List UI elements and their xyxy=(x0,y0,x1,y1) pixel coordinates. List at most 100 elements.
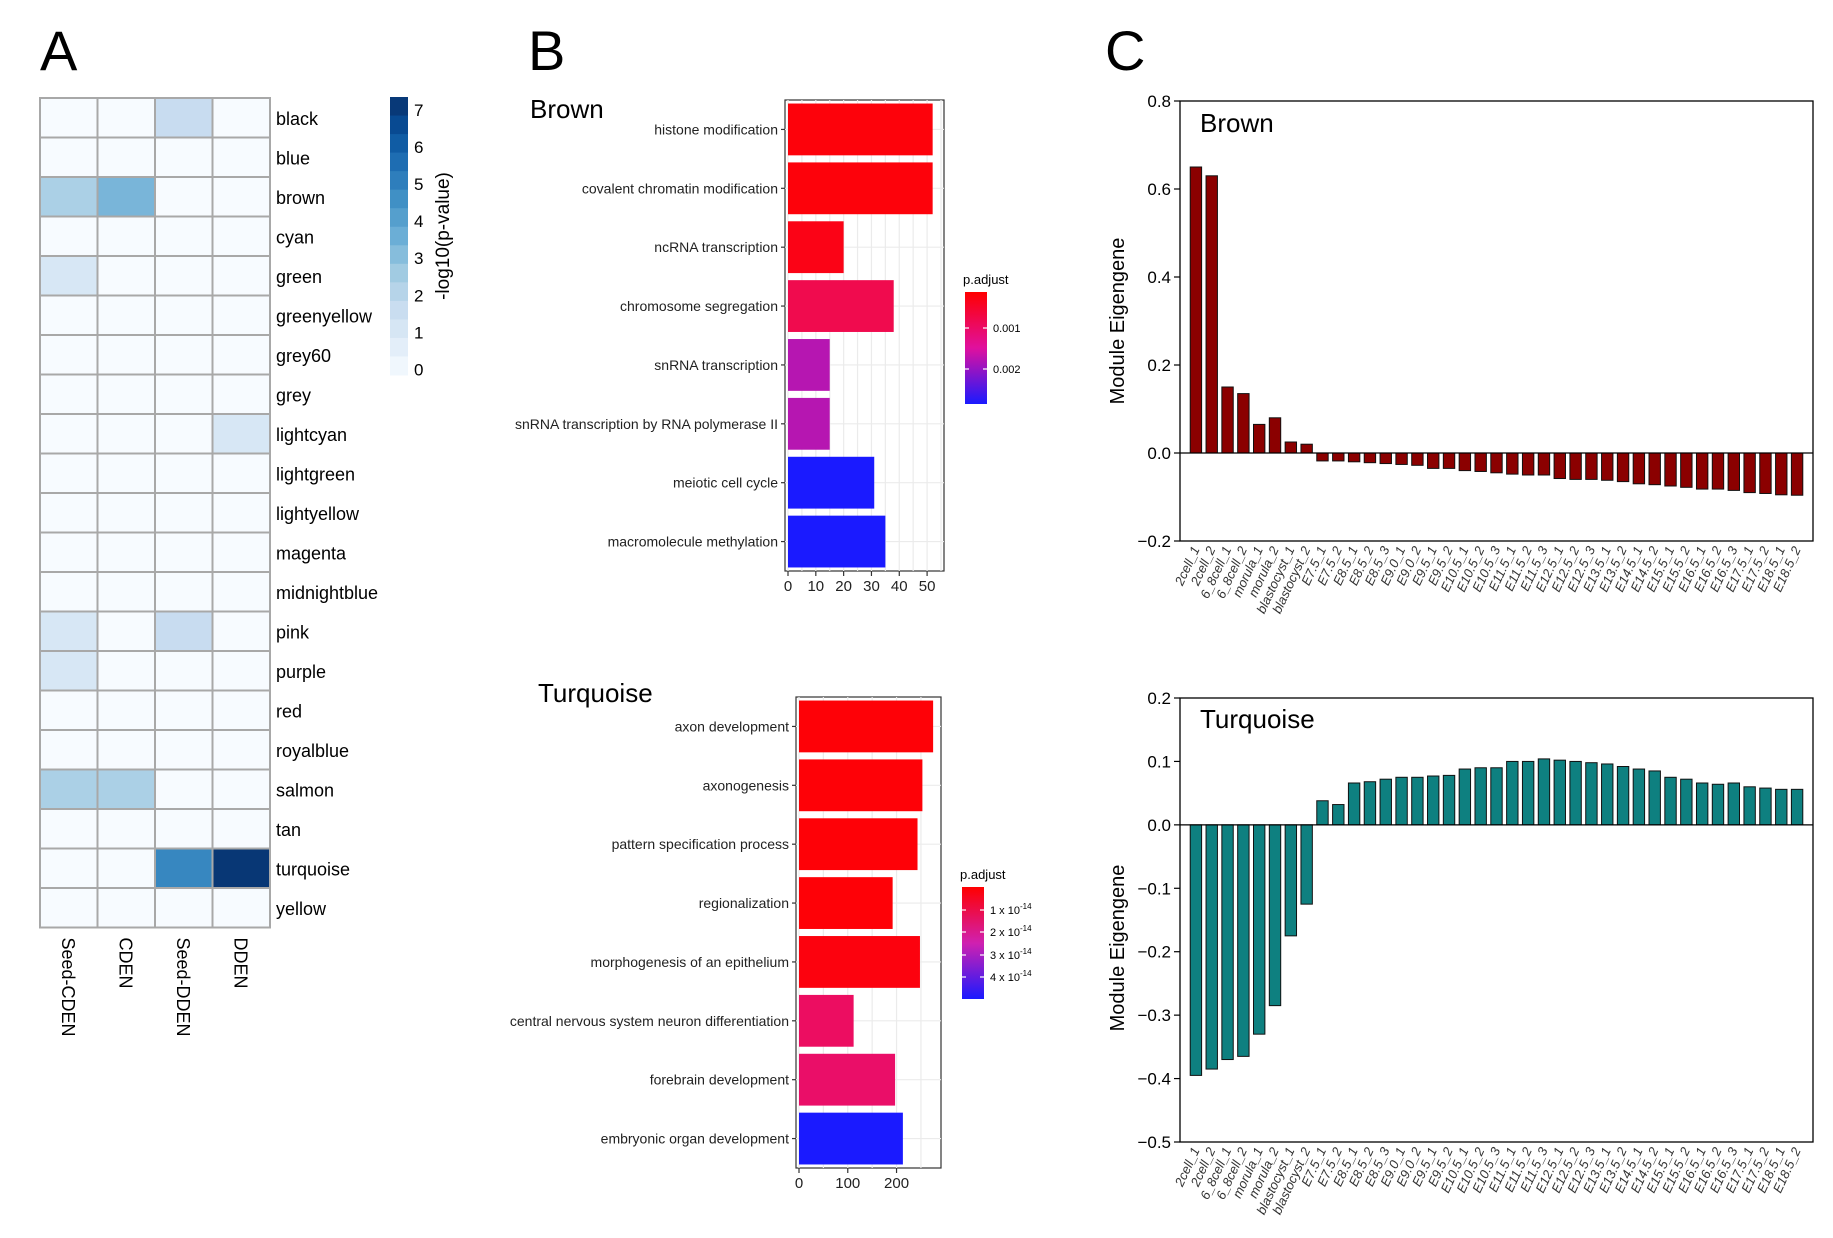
category-label-pattern-specification-process: pattern specification process xyxy=(612,836,789,852)
category-label-ncrna-transcription: ncRNA transcription xyxy=(654,239,778,255)
x-tick-label-20: 20 xyxy=(835,578,852,595)
y-tick-label-0-2: −0.2 xyxy=(1137,943,1171,962)
heatmap-cell-lightyellow-cden xyxy=(96,492,156,534)
heatmap-cell-tan-seed-dden xyxy=(154,808,214,850)
category-label-covalent-chromatin-modification: covalent chromatin modification xyxy=(582,180,778,196)
heatmap-cell-black-dden xyxy=(211,97,271,139)
bar-e9-0-2 xyxy=(1411,776,1424,826)
y-tick-label-0-4: −0.4 xyxy=(1137,1070,1171,1089)
bar-e12-5-2 xyxy=(1569,452,1582,480)
heatmap-cell-red-cden xyxy=(96,689,156,731)
bar-axon-development xyxy=(799,700,934,753)
bar-central-nervous-system-neuron-differentiation xyxy=(799,994,854,1047)
colorbar-tick-2: 2 xyxy=(414,286,423,305)
bar-e12-5-3 xyxy=(1585,452,1598,480)
bar-e7-5-1 xyxy=(1316,452,1329,462)
x-tick-label-40: 40 xyxy=(891,578,908,595)
heatmap-cell-green-cden xyxy=(96,255,156,297)
y-tick-label-0-4: 0.4 xyxy=(1147,268,1171,287)
bar-e14-5-1 xyxy=(1632,452,1646,485)
x-tick-label-50: 50 xyxy=(919,578,936,595)
bar-e10-5-1 xyxy=(1458,452,1472,472)
chart-title: Turquoise xyxy=(538,678,653,708)
heatmap-cell-cyan-seed-cden xyxy=(39,215,99,257)
y-tick-label-0-6: 0.6 xyxy=(1147,180,1171,199)
bar-e12-5-3 xyxy=(1585,762,1598,826)
colorbar-step xyxy=(390,282,408,302)
category-label-axon-development: axon development xyxy=(675,718,790,734)
category-label-embryonic-organ-development: embryonic organ development xyxy=(601,1131,789,1147)
bar-6-8cell-1 xyxy=(1221,824,1234,1061)
bar-e14-5-2 xyxy=(1648,452,1661,486)
heatmap-row-label-yellow: yellow xyxy=(276,899,327,919)
heatmap-cell-magenta-cden xyxy=(96,531,156,573)
heatmap-cell-magenta-seed-cden xyxy=(39,531,99,573)
bar-e10-5-3 xyxy=(1490,452,1503,474)
heatmap-cell-purple-seed-cden xyxy=(39,650,99,692)
heatmap-cell-midnightblue-cden xyxy=(96,571,156,613)
bar-e7-5-2 xyxy=(1332,452,1345,462)
heatmap-cell-red-seed-cden xyxy=(39,689,99,731)
heatmap-row-label-salmon: salmon xyxy=(276,780,334,800)
colorbar-step xyxy=(390,97,408,117)
bar-e11-5-1 xyxy=(1506,452,1519,475)
colorbar-step xyxy=(390,208,408,228)
legend-tick-label-2: 2 x 10-14 xyxy=(990,924,1032,939)
colorbar-step xyxy=(390,134,408,154)
heatmap-col-label-dden: DDEN xyxy=(230,938,250,989)
bar-e8-5-2 xyxy=(1363,781,1377,826)
heatmap-cell-pink-cden xyxy=(96,610,156,652)
bar-e11-5-3 xyxy=(1537,452,1551,476)
x-tick-label-0: 0 xyxy=(784,578,792,595)
y-tick-label-0-0: 0.0 xyxy=(1147,816,1171,835)
heatmap-col-label-seed-cden: Seed-CDEN xyxy=(58,938,78,1037)
colorbar-label: -log10(p-value) xyxy=(433,172,454,300)
heatmap-cell-royalblue-seed-cden xyxy=(39,729,99,771)
bar-e18-5-2 xyxy=(1790,452,1804,496)
bar-morula-1 xyxy=(1252,423,1266,454)
colorbar-tick-1: 1 xyxy=(414,323,423,342)
colorbar-tick-5: 5 xyxy=(414,175,423,194)
legend-gradient xyxy=(962,887,984,999)
colorbar-step xyxy=(390,337,408,357)
legend-tick-label-3: 3 x 10-14 xyxy=(990,947,1032,962)
panel-label-b: B xyxy=(528,19,565,82)
heatmap-cell-cyan-dden xyxy=(211,215,271,257)
legend-tick-label-1: 1 x 10-14 xyxy=(990,902,1032,917)
heatmap-cell-pink-seed-dden xyxy=(154,610,214,652)
bar-morula-2 xyxy=(1268,417,1282,454)
bar-macromolecule-methylation xyxy=(788,515,886,568)
bar-e10-5-2 xyxy=(1474,452,1487,472)
heatmap-cell-midnightblue-seed-cden xyxy=(39,571,99,613)
heatmap-cell-lightgreen-seed-dden xyxy=(154,452,214,494)
heatmap-cell-tan-cden xyxy=(96,808,156,850)
bar-e18-5-1 xyxy=(1775,452,1788,496)
bar-2cell-2 xyxy=(1205,824,1218,1070)
panel-label-a: A xyxy=(40,19,78,82)
bar-e11-5-2 xyxy=(1521,452,1535,476)
bar-e18-5-2 xyxy=(1790,788,1804,826)
heatmap-cell-greenyellow-dden xyxy=(211,294,271,336)
bar-e13-5-1 xyxy=(1601,763,1614,826)
heatmap-cell-pink-dden xyxy=(211,610,271,652)
colorbar-tick-6: 6 xyxy=(414,138,423,157)
heatmap-row-label-grey: grey xyxy=(276,385,311,405)
x-tick-label-10: 10 xyxy=(807,578,824,595)
y-tick-label-0-1: −0.1 xyxy=(1137,879,1171,898)
bar-embryonic-organ-development xyxy=(799,1112,903,1165)
legend-tick-label-1: 0.001 xyxy=(993,323,1021,335)
heatmap-cell-green-dden xyxy=(211,255,271,297)
heatmap-row-label-black: black xyxy=(276,109,319,129)
bar-e11-5-1 xyxy=(1506,760,1519,826)
legend-tick-exponent: -14 xyxy=(1020,902,1032,911)
y-tick-label-0-8: 0.8 xyxy=(1147,92,1171,111)
heatmap-row-label-greenyellow: greenyellow xyxy=(276,306,373,326)
bar-e7-5-1 xyxy=(1316,800,1329,826)
heatmap-row-label-lightyellow: lightyellow xyxy=(276,504,360,524)
heatmap-row-label-lightgreen: lightgreen xyxy=(276,464,355,484)
colorbar-step xyxy=(390,226,408,246)
bar-e16-5-3 xyxy=(1727,782,1741,826)
heatmap-cell-lightcyan-cden xyxy=(96,413,156,455)
heatmap-col-label-cden: CDEN xyxy=(115,938,135,989)
